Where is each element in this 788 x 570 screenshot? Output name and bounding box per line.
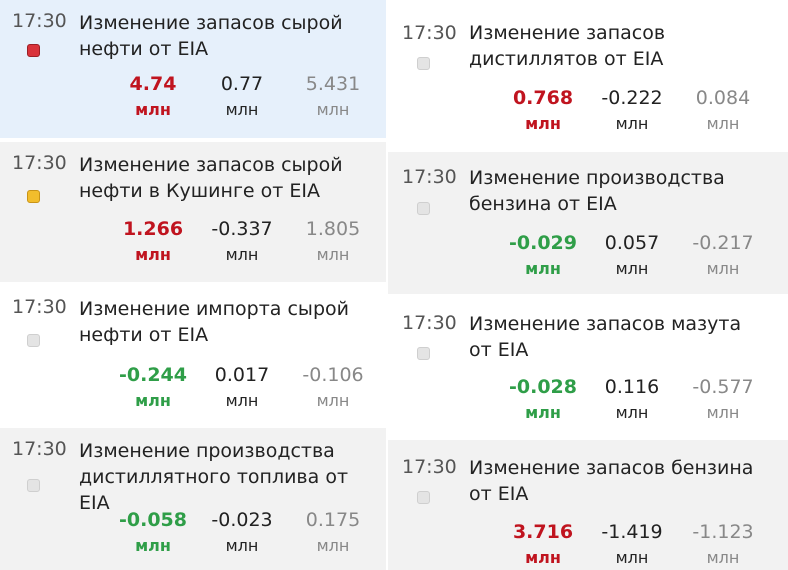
forecast-value: 0.017 млн [214,364,270,410]
forecast-value: -0.337 млн [211,218,273,264]
event-time: 17:30 [402,456,457,478]
event-time: 17:30 [12,10,67,32]
event-card[interactable]: 17:30 Изменение производства дистиллятно… [0,428,386,570]
event-values: -0.028 млн 0.116 млн -0.577 млн [388,375,788,425]
importance-medium-icon [27,190,40,203]
event-card[interactable]: 17:30 Изменение запасов бензина от EIA 3… [388,440,788,570]
importance-low-icon [417,491,430,504]
previous-value: 5.431 млн [305,73,361,119]
importance-low-icon [417,202,430,215]
event-title[interactable]: Изменение запасов мазута от EIA [469,313,742,361]
actual-value: -0.058 млн [119,509,187,555]
previous-value: 0.175 млн [305,509,361,555]
forecast-value: 0.77 млн [220,73,264,119]
event-time: 17:30 [12,438,67,460]
previous-value: -0.577 млн [692,376,754,422]
actual-value: -0.244 млн [119,364,187,410]
event-card[interactable]: 17:30 Изменение импорта сырой нефти от E… [0,286,386,424]
event-time: 17:30 [402,312,457,334]
importance-low-icon [27,334,40,347]
forecast-value: -0.222 млн [601,87,663,133]
forecast-value: -1.419 млн [601,521,663,567]
event-time: 17:30 [402,166,457,188]
event-title[interactable]: Изменение производства дистиллятного топ… [79,440,349,514]
previous-value: 1.805 млн [305,218,361,264]
event-title[interactable]: Изменение импорта сырой нефти от EIA [79,298,349,346]
actual-value: 3.716 млн [512,521,574,567]
event-time: 17:30 [12,296,67,318]
importance-low-icon [417,347,430,360]
event-title[interactable]: Изменение запасов дистиллятов от EIA [469,22,666,70]
actual-value: -0.028 млн [509,376,577,422]
event-card[interactable]: 17:30 Изменение запасов дистиллятов от E… [388,0,788,148]
forecast-value: -0.023 млн [211,509,273,555]
actual-value: 4.74 млн [129,73,177,119]
event-card[interactable]: 17:30 Изменение запасов сырой нефти от E… [0,0,386,138]
event-values: -0.058 млн -0.023 млн 0.175 млн [0,508,386,558]
previous-value: 0.084 млн [695,87,751,133]
event-values: 4.74 млн 0.77 млн 5.431 млн [0,72,386,122]
event-title[interactable]: Изменение производства бензина от EIA [469,167,725,215]
event-values: 3.716 млн -1.419 млн -1.123 млн [388,520,788,570]
event-values: -0.029 млн 0.057 млн -0.217 млн [388,231,788,281]
importance-low-icon [417,57,430,70]
previous-value: -0.217 млн [692,232,754,278]
event-card[interactable]: 17:30 Изменение запасов мазута от EIA -0… [388,298,788,436]
event-values: 0.768 млн -0.222 млн 0.084 млн [388,86,788,136]
event-values: 1.266 млн -0.337 млн 1.805 млн [0,217,386,267]
forecast-value: 0.116 млн [604,376,660,422]
importance-low-icon [27,479,40,492]
previous-value: -0.106 млн [302,364,364,410]
event-values: -0.244 млн 0.017 млн -0.106 млн [0,363,386,413]
importance-high-icon [27,44,40,57]
actual-value: -0.029 млн [509,232,577,278]
event-card[interactable]: 17:30 Изменение производства бензина от … [388,152,788,294]
actual-value: 1.266 млн [122,218,184,264]
event-time: 17:30 [12,152,67,174]
previous-value: -1.123 млн [692,521,754,567]
event-title[interactable]: Изменение запасов сырой нефти в Кушинге … [79,154,343,202]
actual-value: 0.768 млн [512,87,574,133]
forecast-value: 0.057 млн [604,232,660,278]
event-title[interactable]: Изменение запасов бензина от EIA [469,457,754,505]
event-title[interactable]: Изменение запасов сырой нефти от EIA [79,12,343,60]
event-card[interactable]: 17:30 Изменение запасов сырой нефти в Ку… [0,142,386,282]
event-time: 17:30 [402,22,457,44]
